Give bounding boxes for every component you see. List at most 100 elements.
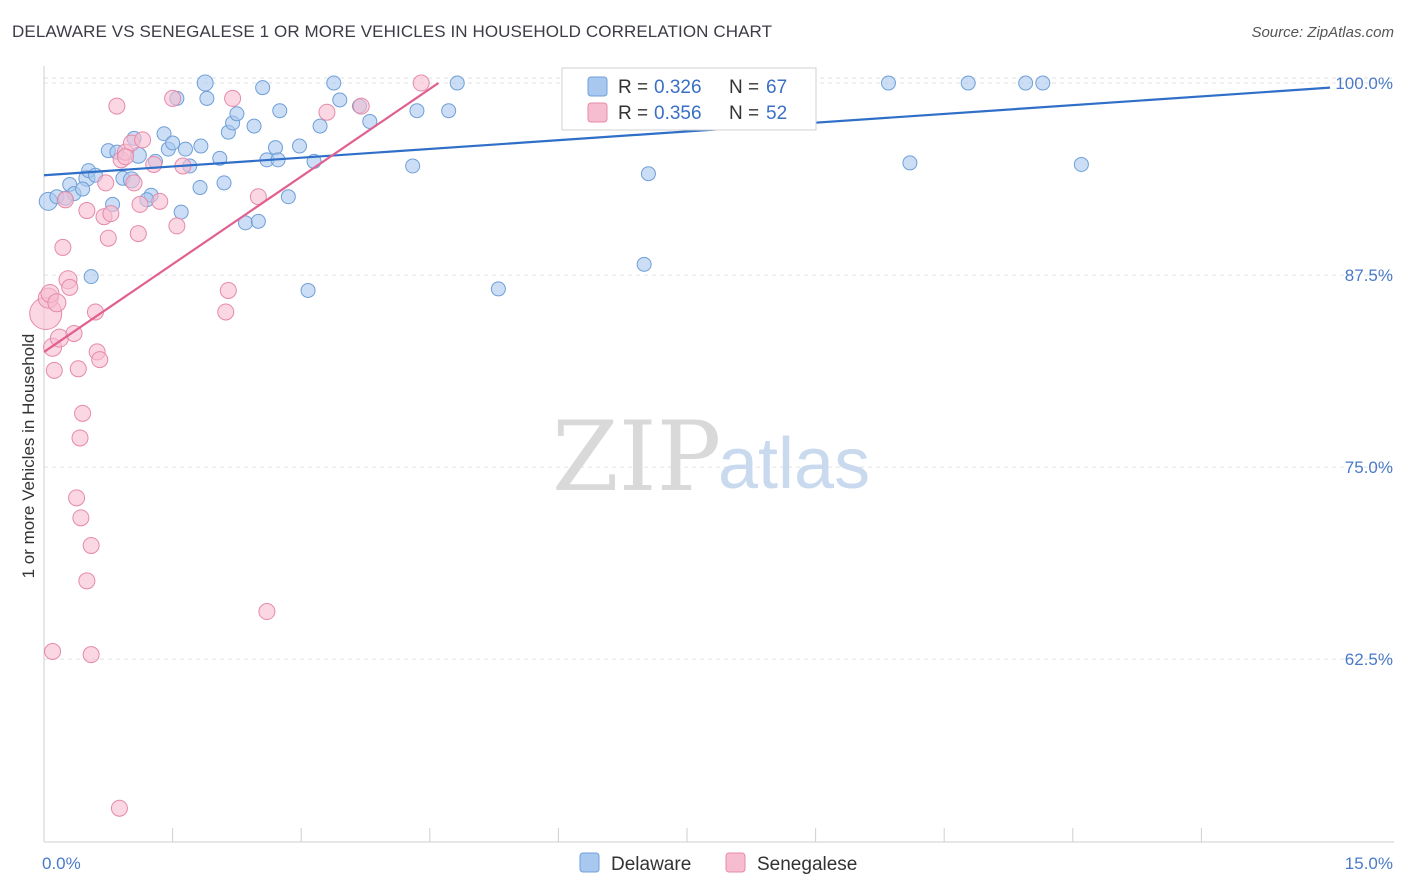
point-senegalese [78, 202, 96, 220]
stats-legend: R = 0.326 N = 67 R = 0.356 N = 52 [561, 67, 817, 131]
point-delaware [409, 103, 425, 119]
point-delaware [1073, 156, 1089, 172]
point-senegalese [102, 205, 120, 223]
stats-r-value-delaware: 0.326 [654, 77, 702, 98]
point-delaware [193, 138, 209, 154]
stats-r-label-senegalese: R = [618, 103, 648, 124]
stats-r-value-senegalese: 0.356 [654, 103, 702, 124]
point-senegalese [82, 536, 100, 554]
point-delaware [272, 103, 288, 119]
x-tick-label: 15.0% [1345, 854, 1393, 873]
point-delaware [192, 180, 208, 196]
grid-lines [44, 77, 1394, 660]
point-senegalese [134, 131, 152, 149]
legend-swatch-delaware [579, 852, 600, 873]
tick-labels: 100.0% 87.5% 75.0% 62.5% 0.0% 15.0% [42, 74, 1393, 873]
point-delaware [246, 118, 262, 134]
point-senegalese [318, 103, 336, 121]
legend-label-senegalese: Senegalese [757, 854, 857, 875]
y-tick-label: 100.0% [1335, 74, 1393, 93]
point-delaware [449, 75, 465, 91]
point-senegalese [352, 97, 370, 115]
trend-lines [43, 82, 1331, 353]
point-senegalese [69, 360, 87, 378]
point-delaware [156, 126, 172, 142]
point-senegalese [56, 191, 74, 209]
point-delaware [177, 141, 193, 157]
point-senegalese [164, 89, 182, 107]
legend-swatch-senegalese [725, 852, 746, 873]
point-senegalese [45, 361, 63, 379]
stats-n-label-senegalese: N = [729, 103, 759, 124]
x-tick-label: 0.0% [42, 854, 81, 873]
point-delaware [405, 158, 421, 174]
chart-title: DELAWARE VS SENEGALESE 1 OR MORE VEHICLE… [12, 22, 773, 41]
point-delaware [640, 166, 656, 182]
series-legend: Delaware Senegalese [579, 852, 857, 875]
point-delaware [490, 281, 506, 297]
point-senegalese [44, 642, 62, 660]
point-delaware [362, 113, 378, 129]
point-delaware [636, 256, 652, 272]
stats-n-value-senegalese: 52 [766, 103, 787, 124]
point-delaware [960, 75, 976, 91]
point-delaware [216, 175, 232, 191]
y-tick-label: 62.5% [1345, 650, 1393, 669]
legend-label-delaware: Delaware [611, 854, 691, 875]
point-delaware [1018, 75, 1034, 91]
point-delaware [165, 135, 181, 151]
point-senegalese [72, 509, 90, 527]
point-senegalese [131, 195, 149, 213]
watermark-zip: ZIP [552, 401, 721, 513]
stats-legend-swatch-senegalese [587, 102, 608, 123]
zipatlas-watermark: ZIP atlas [552, 401, 870, 513]
point-delaware [300, 282, 316, 298]
stats-r-label-delaware: R = [618, 77, 648, 98]
point-delaware [250, 213, 266, 229]
y-tick-label: 75.0% [1345, 458, 1393, 477]
point-delaware [75, 181, 91, 197]
point-senegalese [71, 429, 89, 447]
point-senegalese [145, 155, 163, 173]
point-senegalese [91, 351, 109, 369]
point-senegalese [125, 174, 143, 192]
point-senegalese [68, 489, 86, 507]
y-axis-title: 1 or more Vehicles in Household [19, 334, 38, 579]
point-senegalese [217, 303, 235, 321]
point-delaware [1035, 75, 1051, 91]
point-senegalese [47, 293, 67, 313]
point-delaware [880, 75, 896, 91]
stats-legend-swatch-delaware [587, 76, 608, 97]
point-senegalese [412, 74, 430, 92]
point-delaware [902, 155, 918, 171]
point-delaware [291, 138, 307, 154]
point-senegalese [110, 799, 128, 817]
point-senegalese [151, 192, 169, 210]
point-delaware [441, 103, 457, 119]
point-delaware [332, 92, 348, 108]
trendline-delaware [43, 86, 1331, 177]
point-senegalese [61, 278, 79, 296]
point-senegalese [97, 174, 115, 192]
point-senegalese [224, 89, 242, 107]
point-delaware [280, 189, 296, 205]
point-senegalese [219, 281, 237, 299]
point-delaware [312, 118, 328, 134]
point-delaware [212, 150, 228, 166]
point-senegalese [108, 97, 126, 115]
point-delaware [229, 106, 245, 122]
point-senegalese [82, 646, 100, 664]
source-credit: Source: ZipAtlas.com [1251, 24, 1394, 41]
point-delaware [196, 74, 214, 92]
point-senegalese [54, 238, 72, 256]
point-delaware [83, 269, 99, 285]
stats-n-value-delaware: 67 [766, 77, 787, 98]
stats-n-label-delaware: N = [729, 77, 759, 98]
point-senegalese [78, 572, 96, 590]
point-senegalese [116, 148, 134, 166]
watermark-atlas: atlas [718, 424, 870, 504]
y-tick-label: 87.5% [1345, 266, 1393, 285]
point-senegalese [99, 229, 117, 247]
point-senegalese [258, 603, 276, 621]
